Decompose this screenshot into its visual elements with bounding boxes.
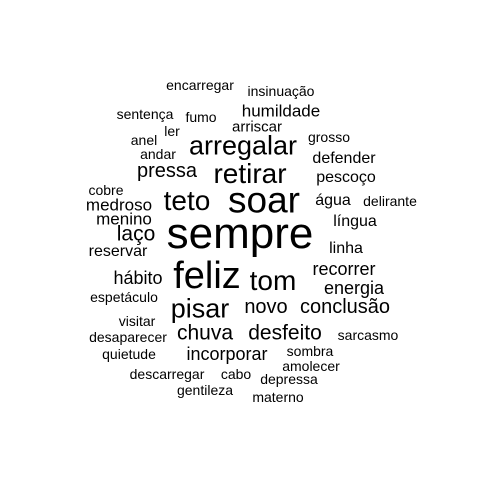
word-materno: materno	[252, 389, 304, 405]
word-sombra: sombra	[286, 343, 334, 359]
word-sentenca: sentença	[116, 106, 174, 122]
word-espetaculo: espetáculo	[90, 289, 158, 305]
word-desfeito: desfeito	[248, 321, 322, 345]
word-incorporar: incorporar	[186, 344, 268, 364]
word-depressa: depressa	[260, 371, 318, 387]
word-menino: menino	[96, 209, 152, 229]
word-chuva: chuva	[176, 321, 234, 345]
word-grosso: grosso	[307, 129, 351, 145]
word-humildade: humildade	[241, 101, 321, 121]
word-reservar: reservar	[88, 243, 148, 260]
word-novo: novo	[244, 296, 288, 318]
word-encarregar: encarregar	[166, 77, 234, 93]
word-soar: soar	[228, 179, 300, 221]
word-laco: laço	[116, 222, 156, 246]
word-agua: água	[315, 192, 351, 209]
word-medroso: medroso	[85, 195, 153, 215]
word-arriscar: arriscar	[231, 118, 283, 136]
word-conclusao: conclusão	[299, 296, 391, 318]
word-insinuacao: insinuação	[247, 83, 315, 99]
word-energia: energia	[323, 278, 385, 298]
word-amolecer: amolecer	[282, 358, 340, 374]
word-pescoco: pescoço	[316, 169, 376, 186]
word-delirante: delirante	[363, 193, 417, 209]
word-descarregar: descarregar	[129, 366, 205, 382]
word-visitar: visitar	[118, 313, 156, 329]
word-defender: defender	[312, 150, 376, 167]
word-sarcasmo: sarcasmo	[337, 327, 399, 343]
word-habito: hábito	[113, 268, 163, 288]
word-gentileza: gentileza	[176, 382, 234, 398]
word-feliz: feliz	[173, 255, 241, 297]
word-pisar: pisar	[170, 293, 230, 324]
word-tom: tom	[249, 265, 297, 296]
word-cobre: cobre	[88, 182, 124, 198]
word-retirar: retirar	[213, 158, 287, 189]
word-pressa: pressa	[136, 160, 198, 182]
word-desaparecer: desaparecer	[89, 329, 167, 345]
word-ler: ler	[164, 123, 180, 139]
word-teto: teto	[163, 185, 211, 216]
word-andar: andar	[140, 146, 176, 162]
word-fumo: fumo	[185, 109, 217, 125]
word-cabo: cabo	[220, 366, 252, 382]
word-sempre: sempre	[166, 209, 314, 258]
word-anel: anel	[130, 132, 158, 148]
word-lingua: língua	[333, 213, 377, 230]
word-linha: linha	[329, 240, 363, 257]
word-quietude: quietude	[102, 346, 156, 362]
word-recorrer: recorrer	[312, 259, 376, 279]
word-arregalar: arregalar	[188, 130, 298, 161]
